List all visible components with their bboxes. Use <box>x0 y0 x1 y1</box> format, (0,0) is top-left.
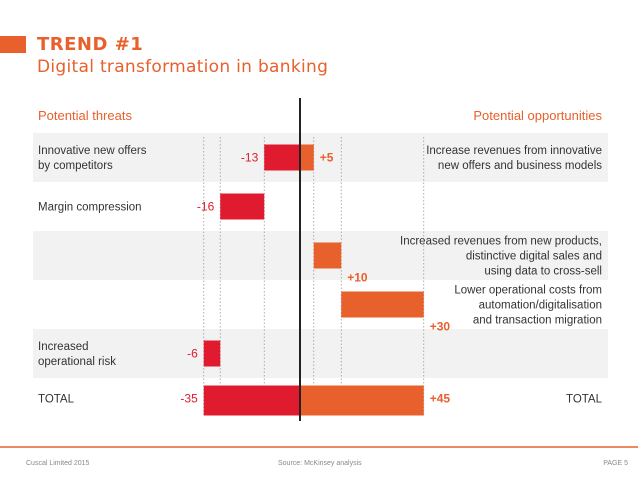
total-opportunity-bar <box>300 385 424 416</box>
threat-value-label: -13 <box>241 151 259 165</box>
opportunity-value-label: +5 <box>320 151 334 165</box>
slide-subtitle: Digital transformation in banking <box>37 57 329 77</box>
opportunity-label: Increased revenues from new products, dis… <box>400 236 602 278</box>
footer-copyright: Cuscal Limited 2015 <box>26 460 90 467</box>
threat-label: Increased operational risk <box>38 341 116 368</box>
threat-bar <box>220 193 265 220</box>
threat-label: Margin compression <box>38 202 142 214</box>
total-label-left: TOTAL <box>38 394 75 406</box>
total-threat-value: -35 <box>180 392 198 406</box>
row-band <box>33 329 608 378</box>
total-label-right: TOTAL <box>566 394 603 406</box>
opportunities-header: Potential opportunities <box>473 108 602 123</box>
total-opportunity-value: +45 <box>430 392 451 406</box>
accent-bar <box>0 36 26 53</box>
opportunity-value-label: +10 <box>347 271 368 285</box>
footer-source: Source: McKinsey analysis <box>278 460 362 467</box>
total-threat-bar <box>203 385 300 416</box>
threat-bar <box>203 340 221 367</box>
threat-value-label: -6 <box>187 347 198 361</box>
opportunity-bar <box>341 291 424 318</box>
threat-label: Innovative new offers by competitors <box>38 145 147 172</box>
threat-value-label: -16 <box>197 200 215 214</box>
threats-header: Potential threats <box>38 108 132 123</box>
opportunity-bar <box>300 144 314 171</box>
row-band <box>33 133 608 182</box>
threat-bar <box>264 144 300 171</box>
opportunity-label: Lower operational costs from automation/d… <box>454 285 602 327</box>
opportunity-value-label: +30 <box>430 320 451 334</box>
opportunity-label: Increase revenues from innovative new off… <box>426 145 602 172</box>
opportunity-bar <box>313 242 342 269</box>
slide-title: TREND #1 <box>37 34 144 55</box>
page-number: PAGE 5 <box>603 460 628 467</box>
